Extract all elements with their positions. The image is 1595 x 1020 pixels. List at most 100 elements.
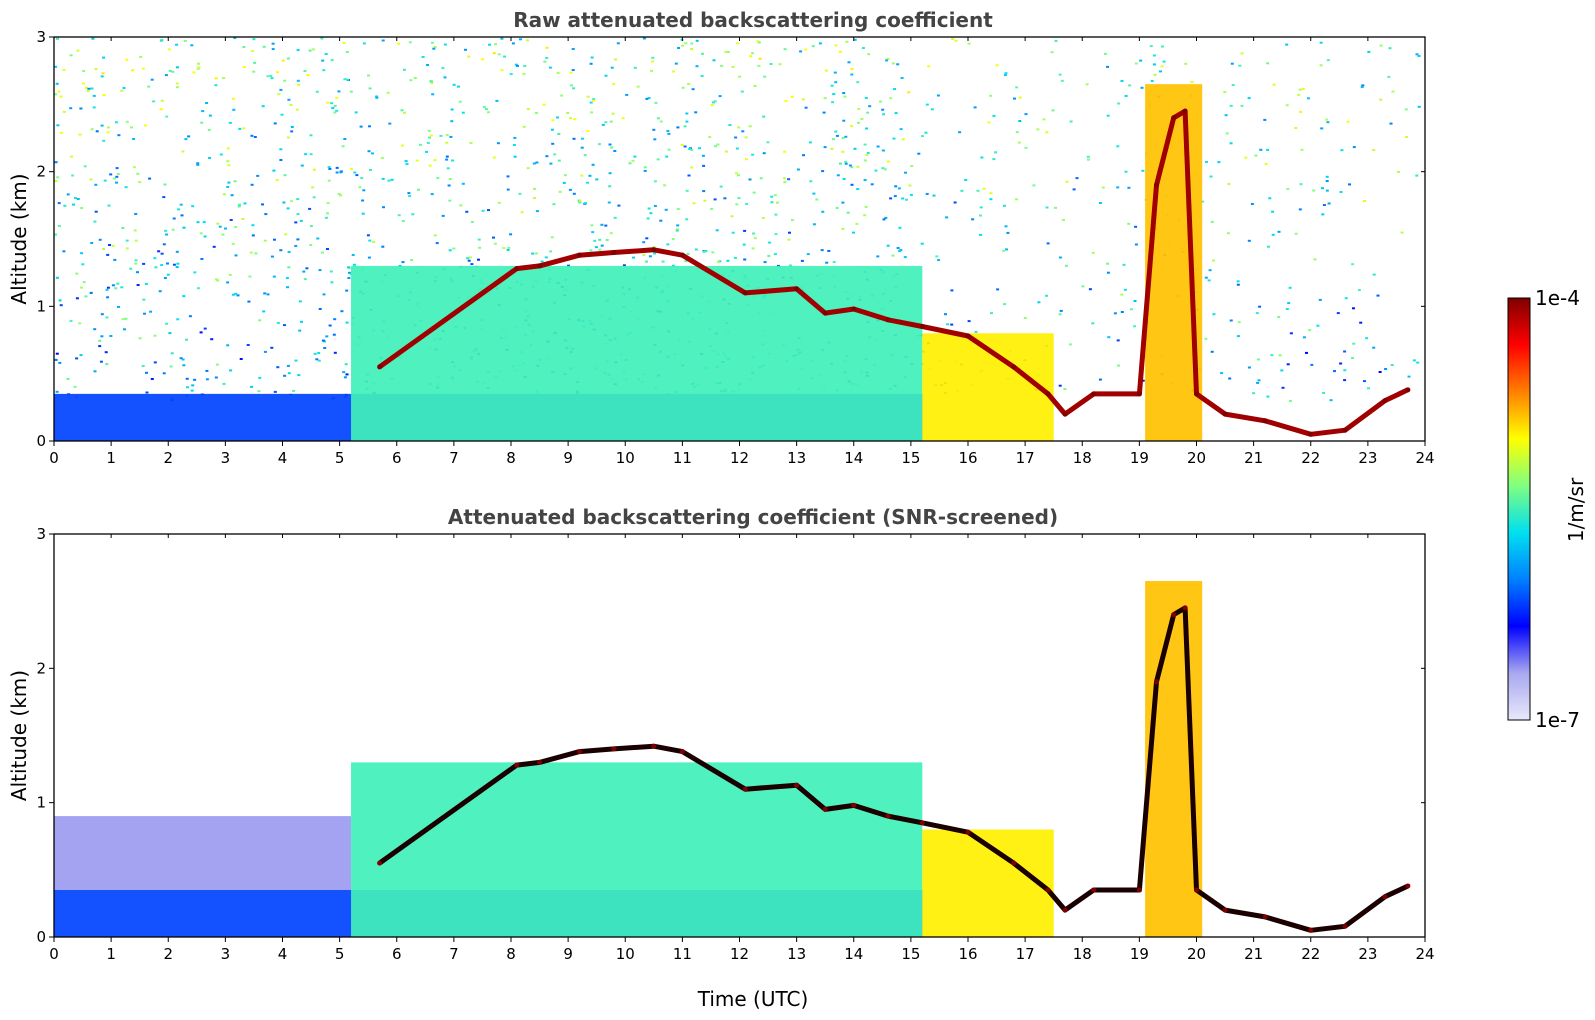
noise-pixel (571, 48, 575, 50)
noise-pixel (286, 286, 290, 289)
noise-pixel (1299, 110, 1303, 113)
noise-pixel (588, 174, 592, 177)
noise-pixel (175, 66, 179, 69)
noise-pixel (1124, 170, 1128, 173)
noise-pixel (1352, 307, 1355, 310)
cloud-base-point (822, 310, 828, 316)
noise-pixel (740, 90, 744, 93)
noise-pixel (540, 260, 544, 263)
cloud-base-point (794, 286, 800, 292)
noise-pixel (886, 57, 890, 60)
noise-pixel (591, 231, 595, 234)
noise-pixel (830, 84, 834, 87)
noise-pixel (467, 55, 471, 58)
noise-pixel (545, 56, 549, 59)
noise-pixel (1003, 74, 1007, 77)
noise-pixel (1325, 180, 1329, 182)
noise-pixel (1319, 41, 1323, 44)
noise-pixel (221, 233, 225, 236)
noise-pixel (608, 143, 612, 146)
noise-pixel (1363, 200, 1367, 202)
noise-pixel (710, 104, 714, 107)
noise-pixel (1122, 263, 1126, 266)
noise-pixel (282, 201, 286, 204)
noise-pixel (234, 292, 238, 295)
noise-pixel (636, 85, 640, 88)
noise-pixel (311, 48, 315, 51)
noise-pixel (974, 330, 978, 333)
noise-pixel (238, 127, 242, 130)
noise-pixel (230, 194, 234, 197)
noise-pixel (186, 386, 189, 389)
noise-pixel (778, 63, 782, 66)
noise-pixel (701, 52, 704, 55)
noise-pixel (716, 143, 720, 146)
noise-pixel (842, 92, 846, 94)
noise-pixel (783, 181, 787, 184)
noise-pixel (207, 128, 211, 131)
noise-pixel (343, 78, 347, 81)
cloud-base-point (919, 324, 925, 330)
noise-pixel (401, 261, 405, 264)
cloud-base-point (514, 266, 520, 272)
noise-pixel (1086, 158, 1090, 161)
noise-pixel (1360, 86, 1364, 89)
noise-pixel (94, 210, 98, 213)
noise-pixel (806, 253, 810, 256)
noise-pixel (820, 249, 824, 252)
cloud-base-point (1136, 391, 1142, 397)
noise-pixel (164, 74, 168, 77)
noise-pixel (1259, 148, 1263, 151)
noise-pixel (327, 166, 331, 168)
noise-pixel (287, 372, 291, 375)
noise-pixel (1205, 161, 1208, 163)
noise-pixel (867, 53, 871, 56)
noise-pixel (405, 163, 409, 165)
noise-pixel (176, 318, 180, 321)
x-tick-label: 19 (1130, 449, 1149, 467)
noise-pixel (56, 176, 60, 179)
noise-pixel (609, 120, 613, 123)
noise-pixel (270, 255, 274, 258)
noise-pixel (238, 203, 241, 206)
noise-pixel (361, 212, 365, 215)
noise-pixel (881, 108, 885, 111)
noise-pixel (649, 212, 653, 215)
noise-pixel (368, 87, 372, 90)
noise-pixel (302, 270, 306, 273)
noise-pixel (1207, 279, 1211, 282)
noise-pixel (318, 308, 322, 310)
noise-pixel (105, 316, 109, 319)
noise-pixel (719, 185, 723, 188)
noise-pixel (1091, 251, 1095, 254)
x-tick-label: 23 (1358, 449, 1377, 467)
noise-pixel (326, 248, 329, 250)
noise-pixel (534, 252, 538, 255)
noise-pixel (106, 286, 110, 289)
noise-pixel (835, 134, 839, 137)
noise-pixel (681, 44, 685, 47)
cloud-base-point (514, 762, 520, 768)
noise-pixel (791, 219, 794, 222)
noise-pixel (899, 128, 903, 131)
noise-pixel (102, 94, 106, 96)
noise-pixel (171, 70, 175, 73)
noise-pixel (388, 122, 392, 125)
noise-pixel (1236, 335, 1240, 338)
noise-pixel (222, 382, 226, 385)
noise-pixel (876, 255, 880, 258)
noise-pixel (312, 196, 316, 199)
noise-pixel (932, 194, 936, 197)
noise-pixel (882, 218, 886, 221)
noise-pixel (343, 138, 347, 140)
noise-pixel (1288, 286, 1292, 289)
noise-pixel (944, 313, 947, 316)
noise-pixel (160, 252, 164, 255)
y-tick-label: 3 (36, 525, 46, 543)
noise-pixel (1003, 204, 1006, 207)
noise-pixel (663, 184, 667, 187)
noise-pixel (287, 266, 291, 269)
noise-pixel (367, 150, 371, 153)
noise-pixel (653, 205, 657, 207)
noise-pixel (734, 136, 738, 139)
